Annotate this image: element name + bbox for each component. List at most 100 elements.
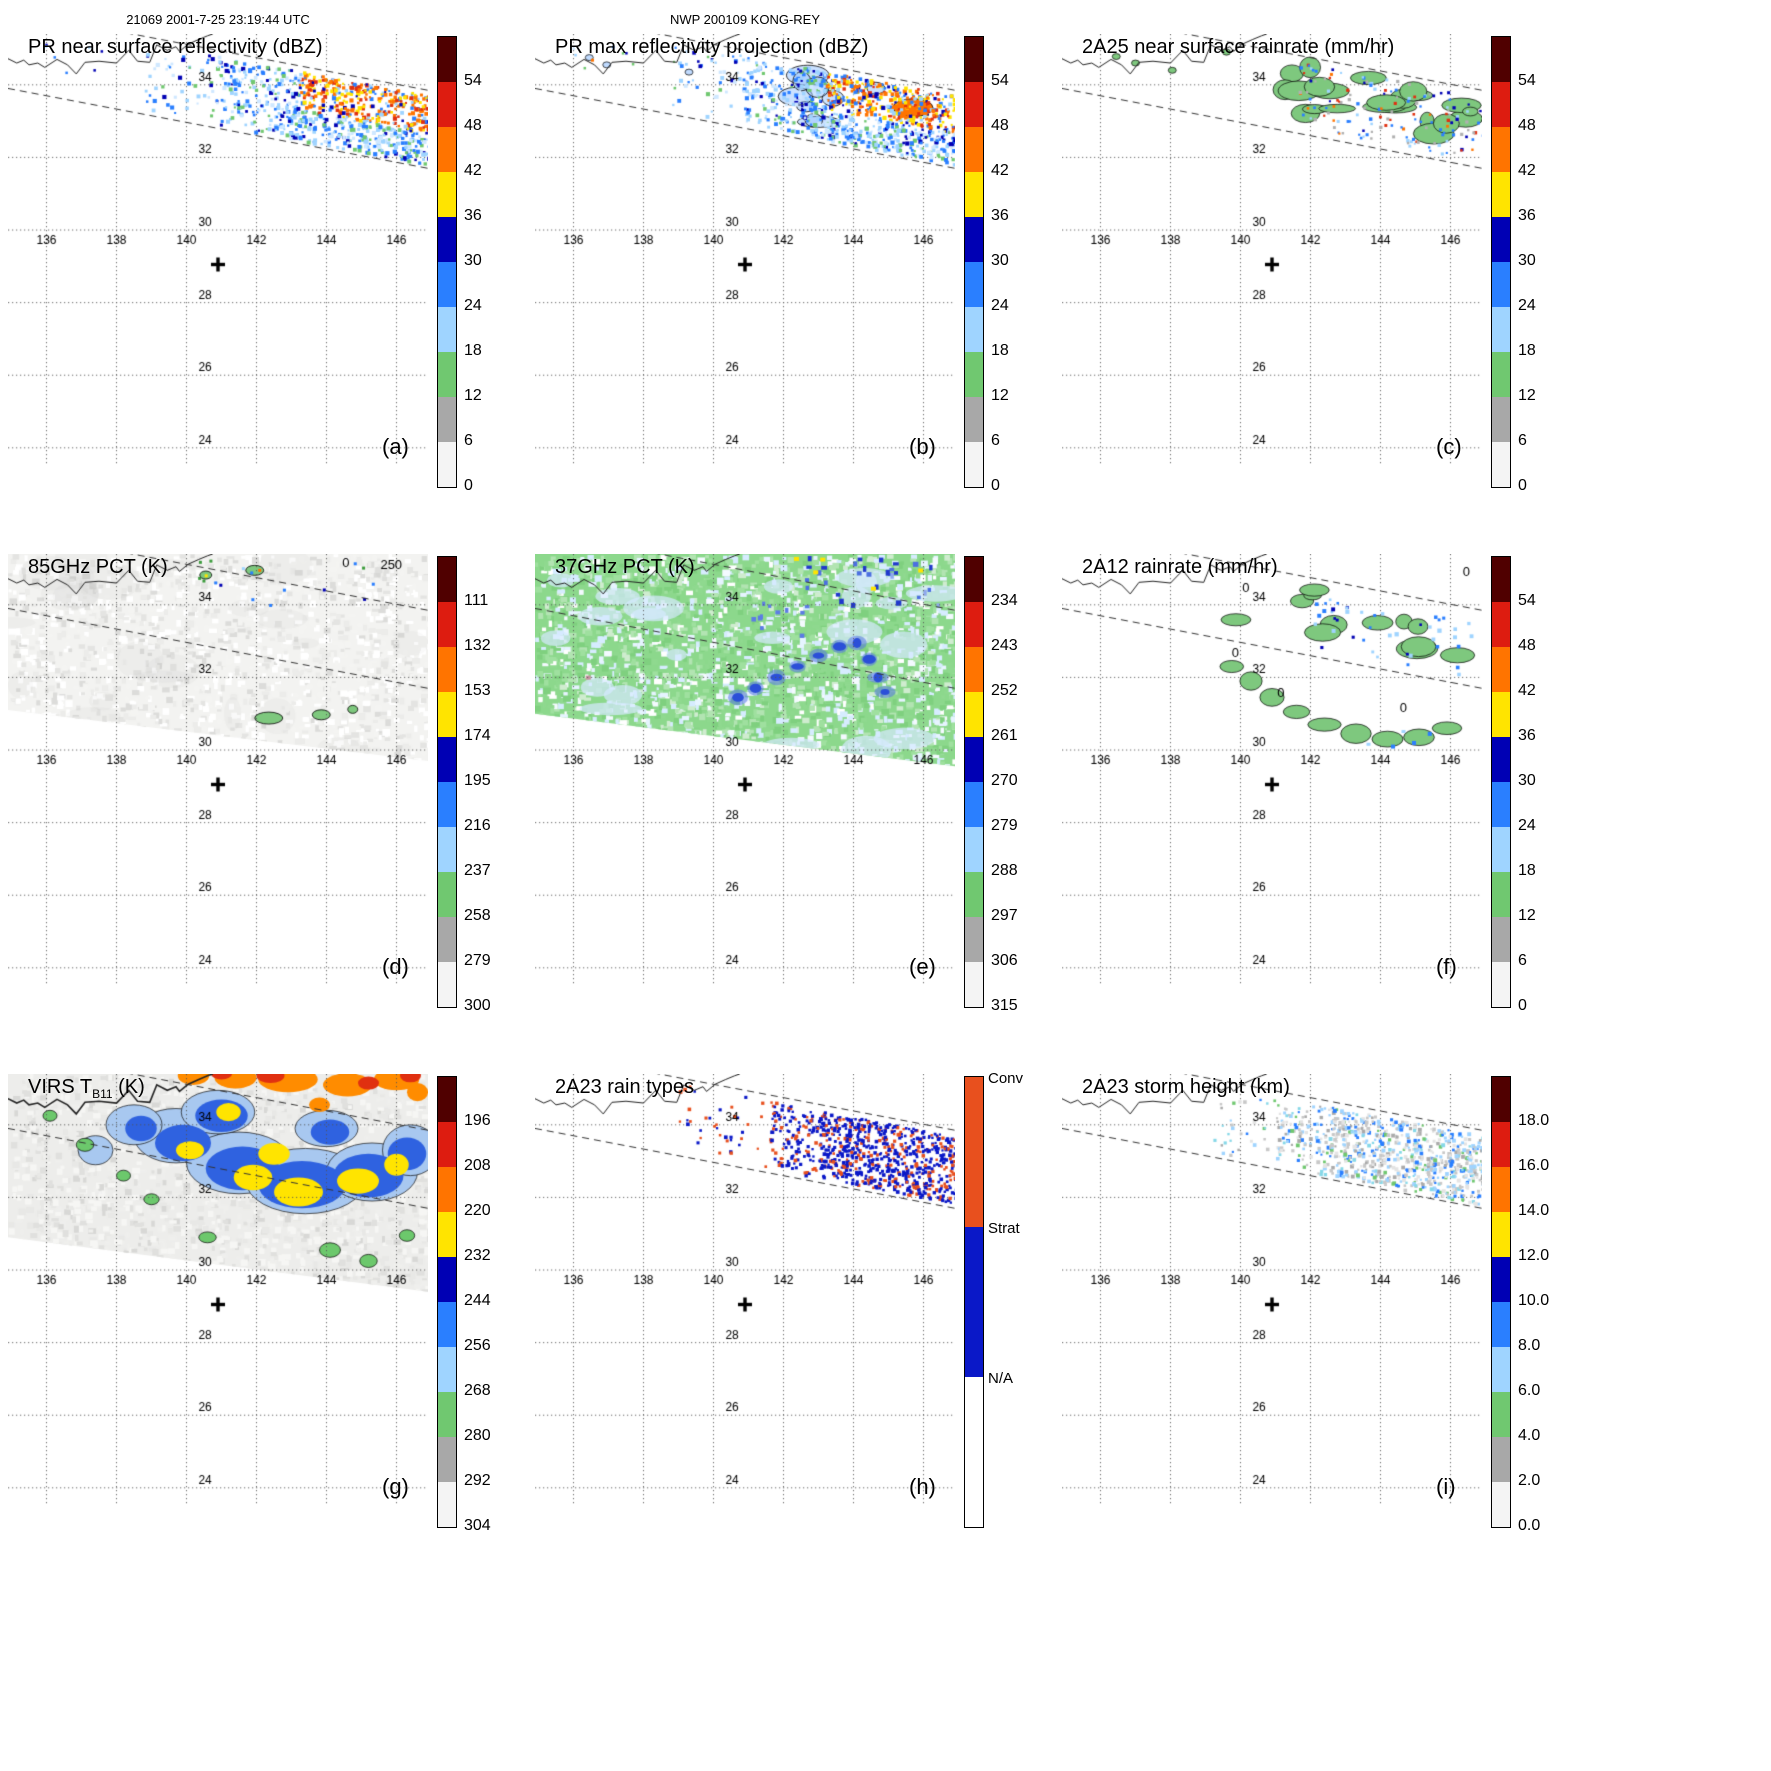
- colorbar-segment: [438, 1347, 456, 1392]
- colorbar-tick-label: 280: [464, 1427, 491, 1444]
- orbit-datetime-header: 21069 2001-7-25 23:19:44 UTC: [126, 12, 310, 27]
- map-canvas-g: [8, 1074, 428, 1504]
- colorbar-segment: [438, 557, 456, 602]
- panel-e: 37GHz PCT (K) (e) 234 243 252 261 270 279 288 2…: [527, 520, 1054, 1040]
- colorbar-tick-label: 6: [991, 432, 1000, 449]
- colorbar-tick-label: 24: [1518, 817, 1536, 834]
- colorbar-tick-label: 216: [464, 817, 491, 834]
- panel-title-g-suffix: (K): [112, 1076, 145, 1098]
- colorbar-segment: [438, 1482, 456, 1527]
- panel-h: 2A23 rain types (h) Conv Strat N/A: [527, 1040, 1054, 1560]
- panel-a: PR near surface reflectivity (dBZ) (a) 5…: [0, 0, 527, 520]
- colorbar-g: 196 208 220 232 244 256 268 280 292 304: [437, 1076, 526, 1534]
- panel-grid: PR near surface reflectivity (dBZ) (a) 5…: [0, 0, 1581, 1560]
- colorbar-segment: [1492, 82, 1510, 127]
- colorbar-tick-label: 36: [1518, 207, 1536, 224]
- colorbar-tick-label: 315: [991, 997, 1018, 1014]
- colorbar-tick-label: 208: [464, 1157, 491, 1174]
- colorbar-segment: [438, 962, 456, 1007]
- colorbar-segment: [438, 1257, 456, 1302]
- colorbar-tick-label: 24: [464, 297, 482, 314]
- colorbar-tick-label: 54: [464, 72, 482, 89]
- colorbar-b: 54 48 42 36 30 24 18 12 6 0: [964, 36, 1053, 494]
- colorbar-tick-label: 4.0: [1518, 1427, 1541, 1444]
- panel-letter-a: (a): [382, 434, 409, 459]
- colorbar-segment: [965, 352, 983, 397]
- colorbar-tick-label: 36: [991, 207, 1009, 224]
- colorbar-tick-label: 6.0: [1518, 1382, 1541, 1399]
- map-canvas-a: [8, 34, 428, 464]
- colorbar-tick-label: 42: [991, 162, 1009, 179]
- colorbar-bar: [1491, 36, 1511, 488]
- colorbar-bar: [964, 36, 984, 488]
- colorbar-category-label: Conv: [988, 1070, 1024, 1087]
- colorbar-segment: [438, 37, 456, 82]
- colorbar-segment: [438, 217, 456, 262]
- map-canvas-f: [1062, 554, 1482, 984]
- colorbar-c: 54 48 42 36 30 24 18 12 6 0: [1491, 36, 1580, 494]
- colorbar-tick-label: 6: [1518, 952, 1527, 969]
- colorbar-tick-label: 261: [991, 727, 1018, 744]
- panel-letter-c: (c): [1436, 434, 1462, 459]
- colorbar-tick-label: 12: [991, 387, 1009, 404]
- colorbar-tick-label: 243: [991, 637, 1018, 654]
- colorbar-tick-label: 12.0: [1518, 1247, 1550, 1264]
- colorbar-tick-label: 30: [1518, 772, 1536, 789]
- colorbar-tick-label: 279: [991, 817, 1018, 834]
- colorbar-segment: [1492, 917, 1510, 962]
- colorbar-tick-label: 220: [464, 1202, 491, 1219]
- colorbar-segment: [965, 217, 983, 262]
- colorbar-tick-label: 54: [991, 72, 1009, 89]
- colorbar-segment: [1492, 1122, 1510, 1167]
- colorbar-tick-label: 0: [991, 477, 1000, 494]
- colorbar-tick-label: 14.0: [1518, 1202, 1550, 1219]
- colorbar-segment: [438, 737, 456, 782]
- colorbar-tick-label: 6: [1518, 432, 1527, 449]
- colorbar-segment: [965, 1077, 983, 1227]
- colorbar-tick-label: 244: [464, 1292, 491, 1309]
- colorbar-tick-label: 42: [464, 162, 482, 179]
- colorbar-category-label: Strat: [988, 1220, 1020, 1237]
- colorbar-tick-label: 18: [1518, 342, 1536, 359]
- colorbar-segment: [965, 172, 983, 217]
- colorbar-tick-label: 18: [1518, 862, 1536, 879]
- colorbar-tick-label: 304: [464, 1517, 491, 1534]
- panel-f: 2A12 rainrate (mm/hr) (f) 54 48 42 36 30 24 18…: [1054, 520, 1581, 1040]
- colorbar-segment: [1492, 172, 1510, 217]
- colorbar-tick-label: 288: [991, 862, 1018, 879]
- colorbar-segment: [1492, 1392, 1510, 1437]
- panel-letter-h: (h): [909, 1474, 936, 1499]
- colorbar-segment: [1492, 557, 1510, 602]
- colorbar-tick-label: 36: [1518, 727, 1536, 744]
- panel-g: VIRS TB11 (K) (g) 196 208 220 232 244 256 268 2…: [0, 1040, 527, 1560]
- colorbar-segment: [965, 127, 983, 172]
- colorbar-tick-label: 10.0: [1518, 1292, 1550, 1309]
- panel-letter-e: (e): [909, 954, 936, 979]
- panel-title-g-main: VIRS T: [28, 1076, 93, 1098]
- map-canvas-c: [1062, 34, 1482, 464]
- colorbar-tick-label: 111: [464, 592, 489, 609]
- colorbar-segment: [1492, 127, 1510, 172]
- colorbar-tick-label: 174: [464, 727, 491, 744]
- panel-letter-g: (g): [382, 1474, 409, 1499]
- colorbar-segment: [965, 307, 983, 352]
- colorbar-tick-label: 24: [1518, 297, 1536, 314]
- colorbar-category-label: N/A: [988, 1370, 1014, 1387]
- colorbar-segment: [965, 737, 983, 782]
- panel-b: PR max reflectivity projection (dBZ) (b)…: [527, 0, 1054, 520]
- colorbar-tick-label: 18.0: [1518, 1112, 1550, 1129]
- panel-letter-b: (b): [909, 434, 936, 459]
- panel-title-e: 37GHz PCT (K): [555, 556, 695, 578]
- colorbar-segment: [1492, 1077, 1510, 1122]
- colorbar-h: Conv Strat N/A: [964, 1070, 1053, 1531]
- panel-title-b: PR max reflectivity projection (dBZ): [555, 36, 869, 58]
- colorbar-tick-label: 0: [464, 477, 473, 494]
- colorbar-segment: [1492, 827, 1510, 872]
- colorbar-segment: [438, 917, 456, 962]
- colorbar-d: 111 132 153 174 195 216 237 258 279 300: [437, 556, 526, 1014]
- colorbar-segment: [965, 37, 983, 82]
- panel-title-g-sub: B11: [92, 1087, 113, 1101]
- colorbar-segment: [438, 127, 456, 172]
- colorbar-tick-label: 48: [464, 117, 482, 134]
